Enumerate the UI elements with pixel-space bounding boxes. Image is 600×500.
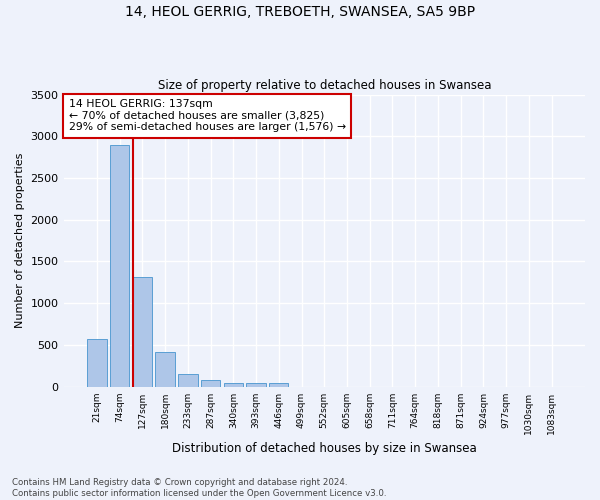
Bar xyxy=(269,383,289,386)
Text: 14, HEOL GERRIG, TREBOETH, SWANSEA, SA5 9BP: 14, HEOL GERRIG, TREBOETH, SWANSEA, SA5 … xyxy=(125,5,475,19)
Text: Contains HM Land Registry data © Crown copyright and database right 2024.
Contai: Contains HM Land Registry data © Crown c… xyxy=(12,478,386,498)
Text: 14 HEOL GERRIG: 137sqm
← 70% of detached houses are smaller (3,825)
29% of semi-: 14 HEOL GERRIG: 137sqm ← 70% of detached… xyxy=(69,99,346,132)
Bar xyxy=(201,380,220,386)
Title: Size of property relative to detached houses in Swansea: Size of property relative to detached ho… xyxy=(158,79,491,92)
X-axis label: Distribution of detached houses by size in Swansea: Distribution of detached houses by size … xyxy=(172,442,476,455)
Bar xyxy=(247,383,266,386)
Bar xyxy=(224,382,243,386)
Y-axis label: Number of detached properties: Number of detached properties xyxy=(15,153,25,328)
Bar xyxy=(155,352,175,386)
Bar xyxy=(133,278,152,386)
Bar xyxy=(110,144,130,386)
Bar xyxy=(178,374,197,386)
Bar xyxy=(87,338,107,386)
